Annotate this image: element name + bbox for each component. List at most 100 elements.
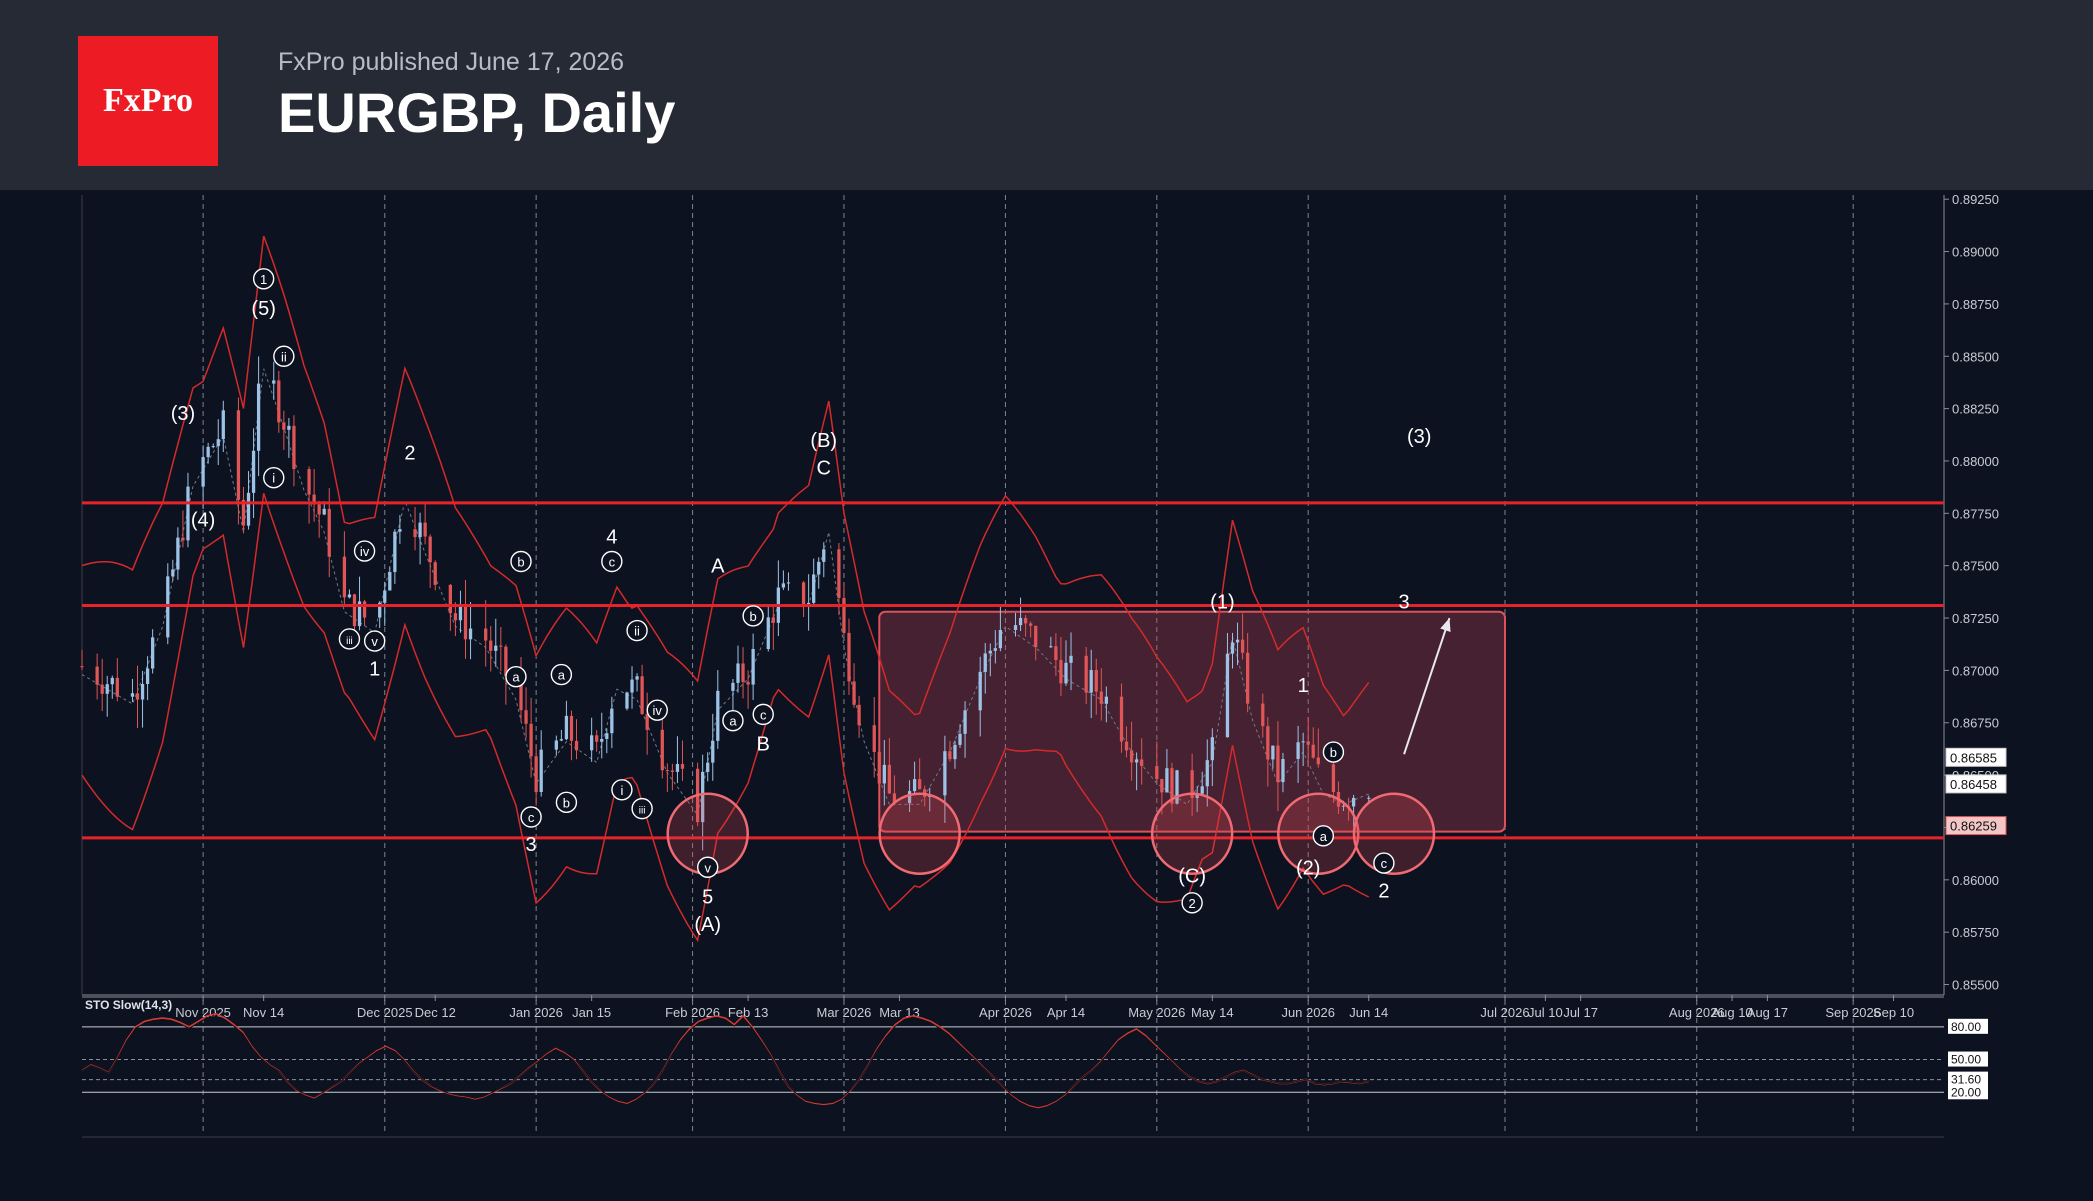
candle-body	[95, 666, 99, 685]
candle-body	[357, 601, 362, 627]
candle-body	[1034, 625, 1038, 648]
candle-body	[524, 710, 528, 724]
y-tick-label: 0.88500	[1952, 349, 1999, 364]
candle-body	[145, 668, 150, 684]
wave-label: (B)	[810, 430, 837, 452]
y-tick-label: 0.89250	[1952, 192, 1999, 207]
candle-body	[1119, 696, 1124, 742]
x-tick-label: Dec 12	[415, 1005, 456, 1020]
candle-body	[675, 764, 680, 772]
candle-body	[292, 425, 296, 470]
wave-label: i	[620, 783, 623, 798]
wave-label-circle	[505, 665, 527, 688]
x-tick-label: Jun 14	[1349, 1005, 1388, 1020]
wave-label: b	[517, 554, 524, 569]
wave-label: (2)	[1296, 857, 1320, 879]
candle-body	[246, 492, 251, 526]
x-tick-label: May 14	[1191, 1005, 1234, 1020]
candle-body	[1230, 642, 1235, 654]
wave-label: i	[272, 471, 275, 486]
candle-body	[327, 508, 331, 557]
x-tick-label: Aug 2026	[1669, 1005, 1725, 1020]
candle-body	[907, 791, 912, 804]
candle-body	[287, 425, 291, 430]
candle-body	[605, 733, 609, 739]
candle-body	[741, 663, 745, 682]
candle-body	[529, 723, 533, 757]
stoch-d-line	[81, 1015, 1369, 1108]
wave-label-circle	[626, 619, 648, 642]
candle-body	[559, 739, 564, 741]
candle-body	[978, 671, 982, 711]
chart-title: EURGBP, Daily	[278, 81, 676, 144]
candle-body	[1200, 786, 1204, 794]
candle-body	[953, 744, 957, 760]
candle-body	[519, 676, 523, 711]
y-tick-label: 0.88000	[1952, 454, 1999, 469]
candle-body	[610, 708, 614, 734]
candle-body	[1059, 660, 1063, 684]
candle-body	[1134, 759, 1139, 763]
candle-body	[1341, 805, 1346, 807]
candle-body	[630, 679, 634, 693]
wave-label-circle	[555, 791, 578, 814]
candle-body	[282, 422, 286, 430]
wave-label: (4)	[191, 510, 215, 532]
stoch-level-box	[1948, 1071, 1988, 1087]
candle-body	[892, 793, 897, 804]
candle-body	[1049, 646, 1053, 648]
candle-body	[1367, 797, 1371, 799]
candle-body	[362, 601, 367, 618]
candle-body	[1225, 653, 1230, 738]
candle-body	[256, 383, 261, 451]
candle-body	[1351, 797, 1356, 807]
candle-body	[731, 682, 735, 691]
candle-body	[216, 439, 220, 447]
candle-body	[135, 693, 140, 700]
candle-body	[1054, 646, 1058, 661]
wave-label: v	[704, 860, 711, 875]
candle-body	[468, 628, 473, 640]
wave-label-circle	[697, 856, 719, 878]
candle-body	[398, 529, 402, 532]
candle-body	[1084, 655, 1088, 693]
candle-body	[590, 735, 594, 751]
candle-body	[595, 735, 599, 742]
candle-body	[1013, 625, 1018, 630]
candle-body	[1210, 737, 1214, 761]
wave-label: (A)	[694, 914, 721, 936]
stoch-level-label: 50.00	[1951, 1053, 1981, 1067]
candle-body	[640, 676, 644, 714]
price-label: 0.86259	[1950, 819, 1997, 834]
candle-body	[801, 582, 806, 607]
y-tick-label: 0.87000	[1952, 663, 1999, 678]
candle-body	[181, 537, 185, 541]
candle-body	[645, 713, 649, 730]
stoch-level-box	[1948, 1018, 1988, 1034]
candle-body	[1246, 652, 1250, 704]
candle-body	[393, 531, 397, 573]
stoch-label: STO Slow(14,3)	[85, 998, 172, 1012]
candle-body	[484, 628, 488, 641]
candle-body	[100, 684, 104, 694]
stoch-level-label: 80.00	[1951, 1020, 1981, 1034]
candle-body	[80, 666, 84, 668]
candle-body	[433, 562, 437, 585]
y-tick-label: 0.86000	[1952, 873, 1999, 888]
candle-body	[1271, 745, 1275, 760]
chart-svg: 0.89250 0.89000 0.88750 0.88500 0.88250 0.880…	[80, 192, 2007, 1138]
wave-label: v	[371, 634, 378, 649]
x-tick-label: Apr 2026	[979, 1005, 1032, 1020]
y-tick-label: 0.87500	[1952, 559, 1999, 574]
candle-body	[569, 715, 574, 741]
wave-label: ii	[634, 624, 640, 639]
candle-body	[958, 733, 962, 745]
candle-body	[423, 522, 427, 537]
y-tick-label: 0.85750	[1952, 925, 1999, 940]
candle-body	[322, 508, 326, 515]
wave-label-circle	[550, 663, 573, 686]
candle-body	[680, 764, 685, 769]
highlight-circle	[1352, 792, 1436, 875]
x-tick-label: Feb 13	[728, 1005, 768, 1020]
candle-body	[105, 684, 109, 694]
